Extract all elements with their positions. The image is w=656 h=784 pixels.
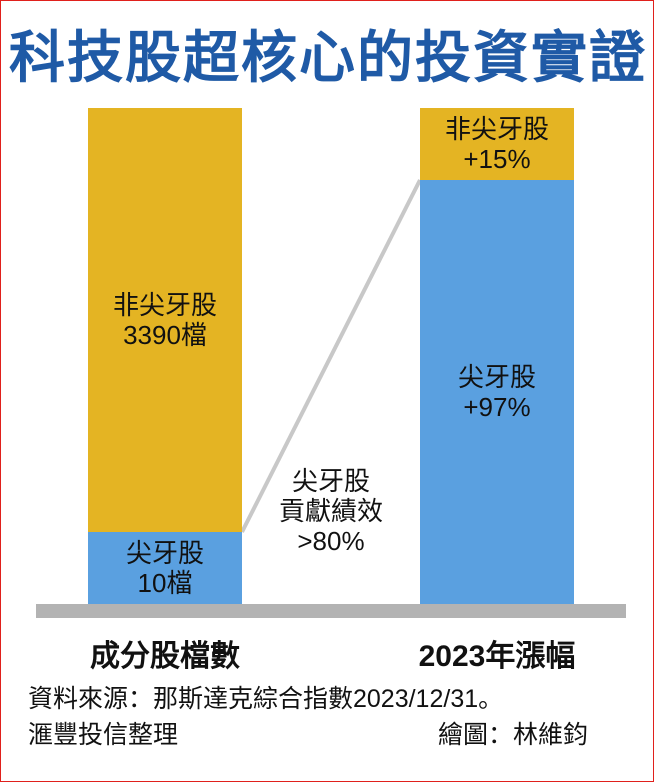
data-label-non-fang-1-1: +15%: [463, 144, 530, 174]
data-label-non-fang-0-1: 3390檔: [123, 320, 207, 350]
category-label-0: 成分股檔數: [90, 640, 240, 673]
data-label-fang-1-0: 尖牙股: [458, 362, 536, 392]
chart-title: 科技股超核心的投資實證: [9, 26, 647, 91]
annotation-line-2: >80%: [297, 526, 364, 556]
bar-fang-0: [88, 532, 242, 604]
data-label-non-fang-1-0: 非尖牙股: [445, 114, 549, 144]
annotation-line-0: 尖牙股: [292, 466, 370, 496]
annotation-line-1: 貢獻績效: [279, 496, 383, 526]
credit-text: 繪圖：林維鈞: [438, 721, 589, 749]
organization-text: 滙豐投信整理: [28, 721, 179, 749]
data-label-fang-1-1: +97%: [463, 392, 530, 422]
bar-non-fang-0: [88, 108, 242, 532]
bar-fang-1: [420, 180, 574, 604]
baseline: [36, 604, 626, 618]
connector-line: [240, 179, 422, 533]
data-label-fang-0-0: 尖牙股: [126, 538, 204, 568]
bar-non-fang-1: [420, 108, 574, 180]
source-text: 資料來源：那斯達克綜合指數2023/12/31。: [28, 685, 504, 713]
data-label-fang-0-1: 10檔: [138, 568, 193, 598]
data-label-non-fang-0-0: 非尖牙股: [113, 290, 217, 320]
category-label-1: 2023年漲幅: [419, 640, 576, 673]
